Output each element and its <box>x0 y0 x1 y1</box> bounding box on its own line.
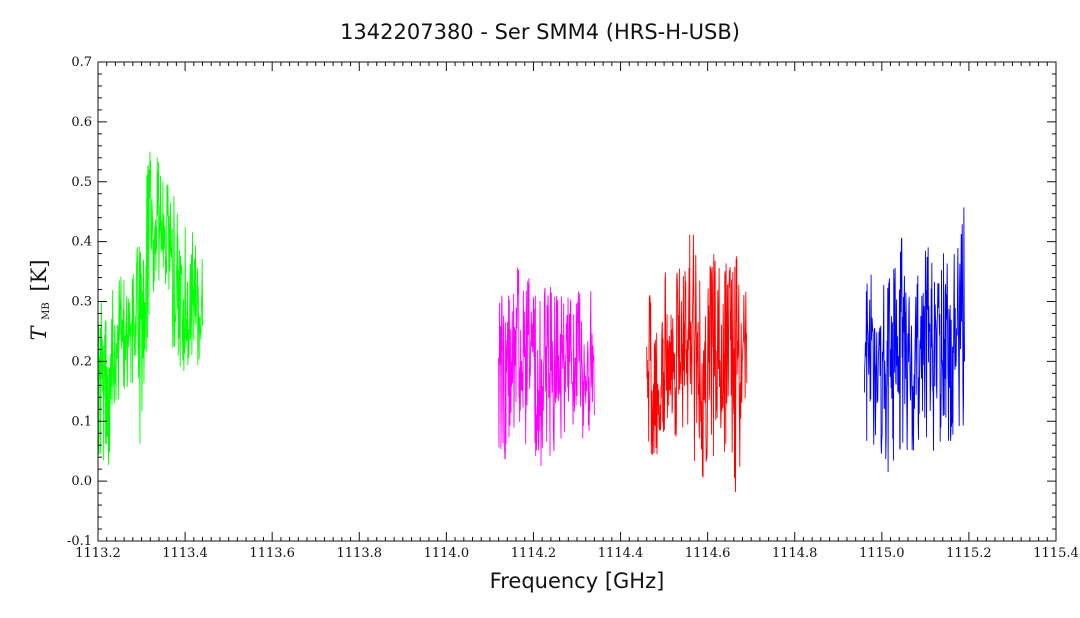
y-axis-subscript: MB <box>41 302 52 320</box>
y-tick-label: 0.0 <box>71 474 92 489</box>
x-tick-label: 1115.2 <box>946 546 992 561</box>
x-tick-label: 1113.8 <box>337 546 383 561</box>
plot-frame <box>97 61 1057 542</box>
axes-layer: 1113.2 1113.4 1113.6 1113.8 1114.0 1114.2 1114… <box>67 55 1079 561</box>
series-line-3 <box>646 234 748 493</box>
y-tick-label: 0.5 <box>71 175 92 190</box>
x-tick-label: 1113.6 <box>249 546 295 561</box>
y-tick-label: 0.1 <box>71 414 92 429</box>
y-axis-label: T MB [K] <box>27 259 54 340</box>
x-tick-label: 1114.6 <box>685 546 731 561</box>
chart-title: 1342207380 - Ser SMM4 (HRS-H-USB) <box>340 20 740 44</box>
x-tick-label: 1114.2 <box>511 546 557 561</box>
x-tick-label: 1113.4 <box>162 546 208 561</box>
series-line-1 <box>97 151 203 466</box>
x-tick-label: 1115.4 <box>1033 546 1079 561</box>
x-axis-label: Frequency [GHz] <box>490 569 665 593</box>
y-tick-label: 0.7 <box>71 55 92 70</box>
y-axis-unit: [K] <box>27 259 51 291</box>
x-tick-label: 1113.2 <box>75 546 121 561</box>
y-tick-label: 0.3 <box>71 295 92 310</box>
x-tick-label: 1115.0 <box>859 546 905 561</box>
y-tick-label: 0.2 <box>71 354 92 369</box>
y-tick-label: 0.6 <box>71 115 92 130</box>
x-tick-label: 1114.4 <box>598 546 644 561</box>
y-axis-symbol: T <box>27 325 51 341</box>
series-line-4 <box>863 207 965 473</box>
x-tick-label: 1114.8 <box>772 546 818 561</box>
y-tick-label: 0.4 <box>71 235 92 250</box>
series-line-2 <box>498 267 595 467</box>
series-layer <box>97 151 965 493</box>
x-tick-label: 1114.0 <box>424 546 470 561</box>
y-tick-label: -0.1 <box>67 534 92 549</box>
